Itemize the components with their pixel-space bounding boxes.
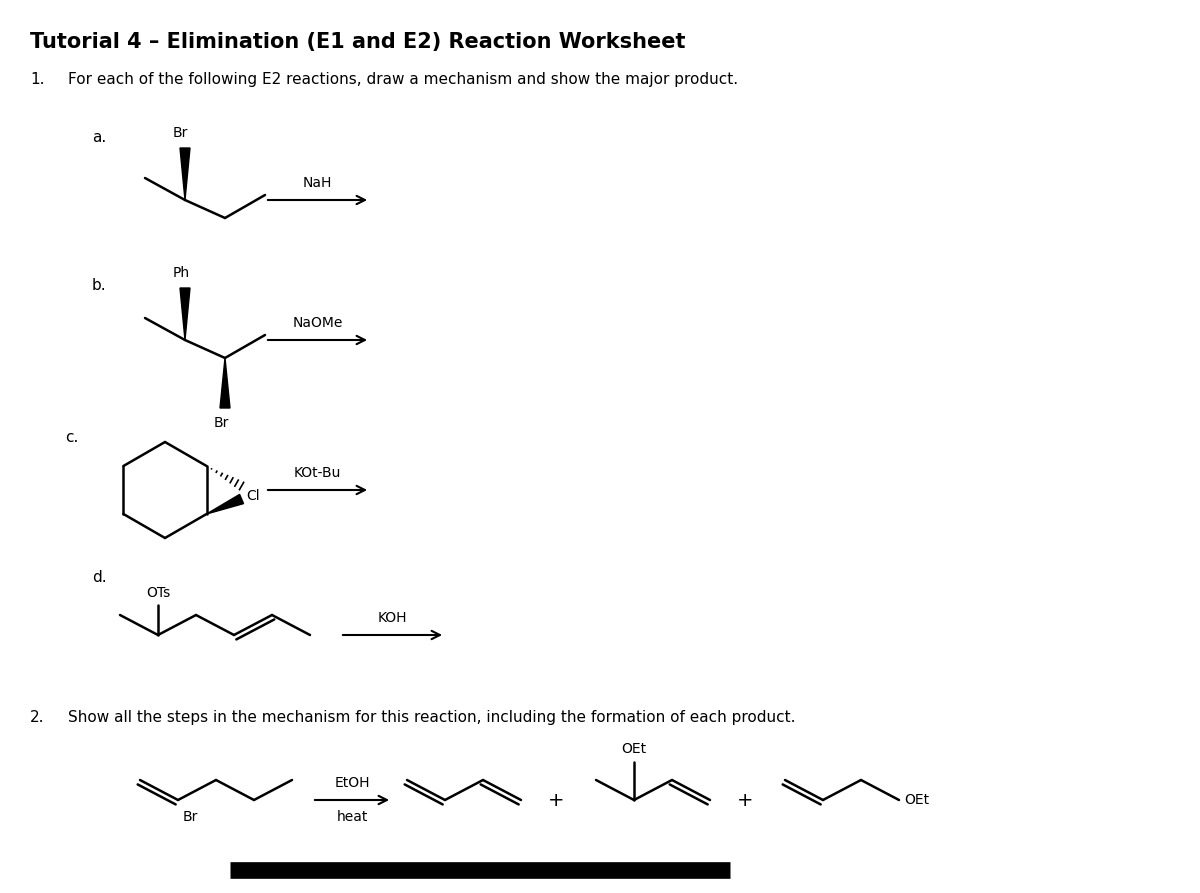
Text: NaOMe: NaOMe [293,316,343,330]
Text: NaH: NaH [302,176,332,190]
Text: Br: Br [182,810,198,824]
Text: d.: d. [92,570,107,585]
Text: b.: b. [92,278,107,293]
Text: +: + [547,790,564,809]
Text: 2.: 2. [30,710,44,725]
Text: c.: c. [65,430,78,445]
Polygon shape [220,358,230,408]
Text: 1.: 1. [30,72,44,87]
Text: OEt: OEt [622,742,647,756]
Text: Br: Br [173,126,187,140]
Text: a.: a. [92,130,107,145]
Text: Show all the steps in the mechanism for this reaction, including the formation o: Show all the steps in the mechanism for … [68,710,796,725]
Text: For each of the following E2 reactions, draw a mechanism and show the major prod: For each of the following E2 reactions, … [68,72,738,87]
Polygon shape [180,288,190,340]
Text: Ph: Ph [173,266,190,280]
Text: OTs: OTs [146,586,170,600]
Polygon shape [180,148,190,200]
Text: EtOH: EtOH [335,776,370,790]
Text: Tutorial 4 – Elimination (E1 and E2) Reaction Worksheet: Tutorial 4 – Elimination (E1 and E2) Rea… [30,32,685,52]
Text: heat: heat [336,810,367,824]
Text: Cl: Cl [246,489,260,503]
Text: KOt-Bu: KOt-Bu [294,466,341,480]
Text: Br: Br [214,416,229,430]
Polygon shape [206,495,244,514]
Text: +: + [737,790,754,809]
Text: KOH: KOH [378,611,407,625]
Text: OEt: OEt [904,793,929,807]
